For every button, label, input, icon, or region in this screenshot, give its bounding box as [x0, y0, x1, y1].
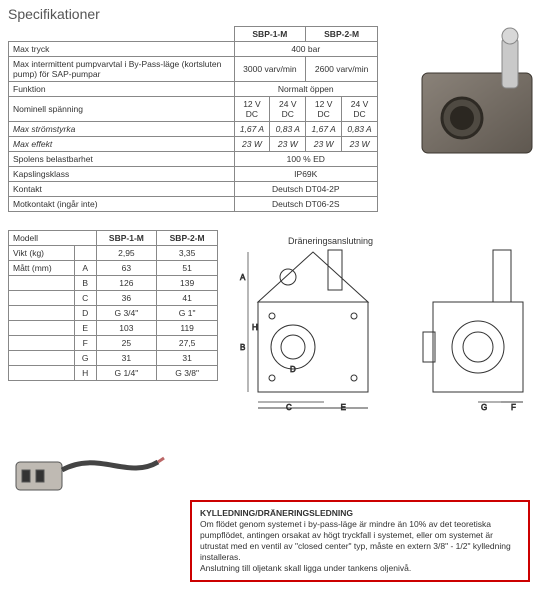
dim-val-1: 63 [96, 261, 157, 276]
dim-letter: D [74, 306, 96, 321]
table-row: C3641 [9, 291, 218, 306]
spec-row-value: 400 bar [234, 42, 377, 57]
dim-val-1: G 1/4" [96, 366, 157, 381]
svg-text:F: F [511, 403, 516, 412]
dim-val-1: 36 [96, 291, 157, 306]
svg-text:C: C [286, 403, 292, 412]
spec-row-label: Nominell spänning [9, 97, 235, 122]
spec-cell: 23 W [342, 137, 378, 152]
spec-row-label: Max intermittent pumpvarvtal i By-Pass-l… [9, 57, 235, 82]
spec-row-label: Kontakt [9, 182, 235, 197]
spec-cell: 1,67 A [234, 122, 270, 137]
dim-letter [74, 246, 96, 261]
spec-row-label: Max strömstyrka [9, 122, 235, 137]
dim-letter: B [74, 276, 96, 291]
dim-head-modell: Modell [9, 231, 97, 246]
dim-key [9, 321, 75, 336]
dim-letter: E [74, 321, 96, 336]
dim-val-2: 119 [157, 321, 218, 336]
notice-heading: KYLLEDNING/DRÄNERINGSLEDNING [200, 508, 520, 519]
spec-cell: 24 V DC [270, 97, 306, 122]
svg-text:B: B [240, 343, 245, 352]
spec-row-value: Deutsch DT04-2P [234, 182, 377, 197]
spec-row-value: Deutsch DT06-2S [234, 197, 377, 212]
dim-key: Vikt (kg) [9, 246, 75, 261]
dim-head-c2: SBP-2-M [157, 231, 218, 246]
spec-cell: 23 W [306, 137, 342, 152]
spec-row-value: Normalt öppen [234, 82, 377, 97]
table-row: E103119 [9, 321, 218, 336]
table-row: Vikt (kg) 2,953,35 [9, 246, 218, 261]
spec-row-value: 3000 varv/min [234, 57, 306, 82]
dim-val-2: 31 [157, 351, 218, 366]
spec-cell: 12 V DC [306, 97, 342, 122]
table-row: HG 1/4"G 3/8" [9, 366, 218, 381]
dim-val-2: G 3/8" [157, 366, 218, 381]
dim-val-2: 27,5 [157, 336, 218, 351]
dim-key [9, 366, 75, 381]
spec-colhead-1: SBP-1-M [234, 27, 306, 42]
dim-letter: A [74, 261, 96, 276]
spec-row-value: IP69K [234, 167, 377, 182]
dim-val-1: 126 [96, 276, 157, 291]
spec-row-value: 100 % ED [234, 152, 377, 167]
spec-cell: 12 V DC [234, 97, 270, 122]
dim-letter: C [74, 291, 96, 306]
dim-val-1: 2,95 [96, 246, 157, 261]
dim-head-c1: SBP-1-M [96, 231, 157, 246]
dim-key [9, 351, 75, 366]
dim-key [9, 291, 75, 306]
svg-text:E: E [341, 403, 346, 412]
spec-row-label: Motkontakt (ingår inte) [9, 197, 235, 212]
dim-letter: H [74, 366, 96, 381]
spec-cell: 0,83 A [270, 122, 306, 137]
notice-foot: Anslutning till oljetank skall ligga und… [200, 563, 520, 574]
dim-val-2: 41 [157, 291, 218, 306]
dim-table: Modell SBP-1-M SBP-2-M Vikt (kg) 2,953,35… [8, 230, 218, 381]
spec-row-label: Kapslingsklass [9, 167, 235, 182]
dim-val-2: 3,35 [157, 246, 218, 261]
dim-key: Mått (mm) [9, 261, 75, 276]
dim-key [9, 336, 75, 351]
svg-text:A: A [240, 273, 246, 282]
dim-letter: G [74, 351, 96, 366]
dim-key [9, 276, 75, 291]
spec-row-label: Max effekt [9, 137, 235, 152]
table-row: G3131 [9, 351, 218, 366]
diagram-label: Dräneringsanslutning [288, 236, 373, 246]
spec-cell: 0,83 A [342, 122, 378, 137]
product-image [402, 18, 552, 168]
spec-cell: 23 W [270, 137, 306, 152]
dim-val-2: 139 [157, 276, 218, 291]
notice-box: KYLLEDNING/DRÄNERINGSLEDNING Om flödet g… [190, 500, 530, 582]
svg-text:H: H [252, 323, 258, 332]
table-row: Mått (mm)A6351 [9, 261, 218, 276]
spec-table: SBP-1-M SBP-2-M Max tryck 400 bar Max in… [8, 26, 378, 212]
spec-cell: 24 V DC [342, 97, 378, 122]
table-row: B126139 [9, 276, 218, 291]
svg-text:G: G [481, 403, 487, 412]
connector-image [8, 440, 168, 510]
spec-row-label: Spolens belastbarhet [9, 152, 235, 167]
dim-val-1: 103 [96, 321, 157, 336]
dim-letter: F [74, 336, 96, 351]
dim-val-1: 31 [96, 351, 157, 366]
dim-key [9, 306, 75, 321]
spec-colhead-2: SBP-2-M [306, 27, 378, 42]
dimension-diagram: Dräneringsanslutning A B C H E D G F [238, 232, 548, 412]
spec-row-label: Max tryck [9, 42, 235, 57]
table-row: F2527,5 [9, 336, 218, 351]
dim-val-2: G 1" [157, 306, 218, 321]
notice-body: Om flödet genom systemet i by-pass-läge … [200, 519, 520, 563]
dim-val-1: G 3/4" [96, 306, 157, 321]
spec-row-label: Funktion [9, 82, 235, 97]
spec-cell: 23 W [234, 137, 270, 152]
table-row: DG 3/4"G 1" [9, 306, 218, 321]
dim-val-2: 51 [157, 261, 218, 276]
spec-row-value: 2600 varv/min [306, 57, 378, 82]
svg-text:D: D [290, 365, 296, 374]
dim-val-1: 25 [96, 336, 157, 351]
spec-cell: 1,67 A [306, 122, 342, 137]
